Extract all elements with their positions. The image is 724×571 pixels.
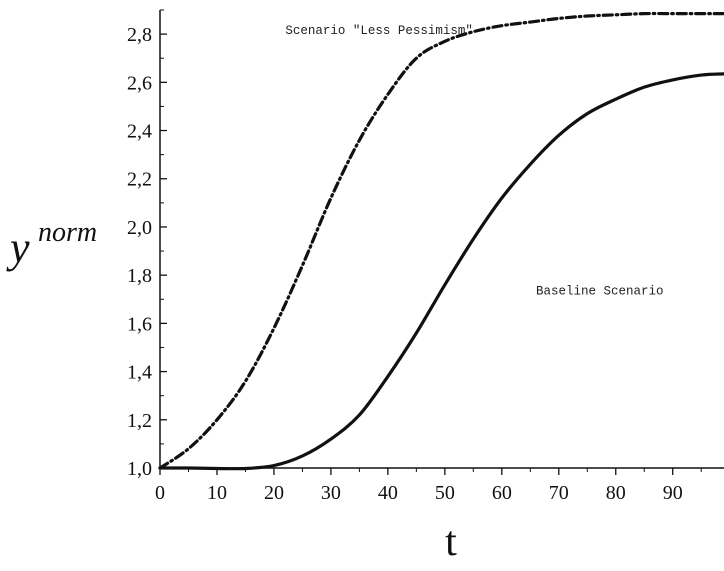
y-tick-label: 1,6 — [127, 313, 152, 335]
x-tick-label: 70 — [549, 482, 569, 504]
y-tick-label: 1,2 — [127, 410, 152, 432]
y-tick-label: 1,0 — [127, 458, 152, 480]
y-axis-label-superscript: norm — [38, 217, 97, 248]
y-tick-label: 1,8 — [127, 265, 152, 287]
annotation-baseline: Baseline Scenario — [536, 284, 664, 298]
annotation-less-pessimism: Scenario "Less Pessimism" — [285, 24, 473, 38]
x-tick-label: 80 — [606, 482, 626, 504]
x-tick-label: 20 — [264, 482, 284, 504]
series-baseline-line — [158, 72, 724, 471]
x-tick-label: 40 — [378, 482, 398, 504]
x-tick-label: 60 — [492, 482, 512, 504]
x-tick-label: 90 — [663, 482, 683, 504]
x-axis-label: t — [445, 519, 457, 565]
y-tick-label: 2,2 — [127, 169, 152, 191]
y-tick-label: 2,0 — [127, 217, 152, 239]
series-less-pessimism-line — [158, 11, 724, 470]
y-tick-label: 2,8 — [127, 24, 152, 46]
y-axis-label: y — [6, 223, 30, 272]
x-tick-label: 10 — [207, 482, 227, 504]
y-tick-label: 2,6 — [127, 72, 152, 94]
y-tick-label: 2,4 — [127, 121, 152, 143]
x-tick-label: 50 — [435, 482, 455, 504]
x-tick-label: 0 — [155, 482, 165, 504]
y-tick-label: 1,4 — [127, 362, 152, 384]
x-tick-label: 30 — [321, 482, 341, 504]
